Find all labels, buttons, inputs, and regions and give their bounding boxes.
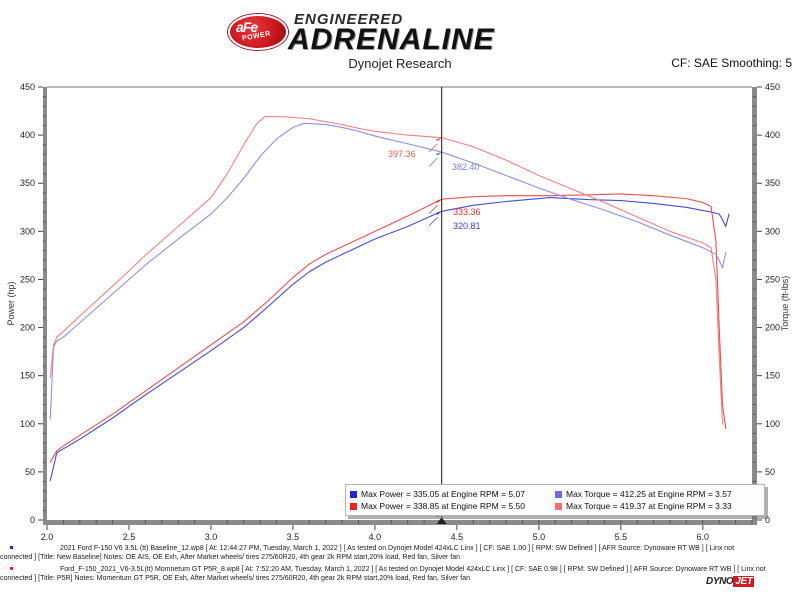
- afe-logo-text: aFe: [236, 19, 258, 35]
- legend-row: Max Power = 335.05 at Engine RPM = 5.07 …: [350, 488, 760, 500]
- svg-text:5.5: 5.5: [615, 532, 628, 540]
- run-info-line-2: connected ] [Title: P5R] Notes: Momentum…: [0, 575, 470, 582]
- chart-series: [49, 115, 730, 482]
- run-bullet-red-icon: [10, 567, 13, 570]
- svg-text:200: 200: [20, 323, 35, 333]
- svg-text:5.0: 5.0: [533, 532, 546, 540]
- svg-text:350: 350: [765, 178, 780, 188]
- svg-text:50: 50: [25, 467, 35, 477]
- svg-text:450: 450: [20, 82, 35, 92]
- chart-subtitle: Dynojet Research: [348, 56, 452, 71]
- svg-text:0: 0: [30, 515, 35, 525]
- chart-ticks: 0 0 50 50 100 100 150 150 200 200 250 250 300 300 350 3…: [20, 82, 780, 540]
- svg-text:6.0: 6.0: [697, 532, 710, 540]
- callout-power-red: 333.36: [453, 207, 481, 217]
- callout-torque-red: 397.36: [388, 149, 416, 159]
- dynojet-watermark-dyno: DYNO: [706, 576, 734, 587]
- chart-legend: Max Power = 335.05 at Engine RPM = 5.07 …: [345, 484, 765, 516]
- legend-row: Max Power = 338.85 at Engine RPM = 5.50 …: [350, 500, 760, 512]
- y2-axis-title: Torque (ft-lbs): [780, 276, 790, 332]
- series-torque-p5r-red-: [49, 115, 724, 425]
- svg-text:350: 350: [20, 178, 35, 188]
- svg-text:250: 250: [765, 274, 780, 284]
- svg-text:400: 400: [765, 130, 780, 140]
- svg-text:50: 50: [765, 467, 775, 477]
- legend-item-power-red: Max Power = 338.85 at Engine RPM = 5.50: [350, 501, 555, 511]
- svg-text:100: 100: [20, 419, 35, 429]
- adrenaline-wordmark: ADRENALINE: [288, 23, 495, 56]
- chart-frame: [43, 86, 757, 525]
- legend-swatch-blue-icon: [350, 490, 357, 498]
- svg-text:3.0: 3.0: [205, 532, 218, 540]
- run-info-entry-baseline: 2021 Ford F-150 V6 3.5L (tt) Baseline_12…: [0, 544, 800, 562]
- svg-text:450: 450: [765, 82, 780, 92]
- series-torque-baseline-blue-: [49, 122, 727, 420]
- legend-swatch-lightblue-icon: [555, 490, 562, 498]
- legend-label-max-power-blue: Max Power = 335.05 at Engine RPM = 5.07: [361, 489, 525, 499]
- svg-text:150: 150: [765, 371, 780, 381]
- svg-text:200: 200: [765, 323, 780, 333]
- svg-text:250: 250: [20, 274, 35, 284]
- run-info-line-2: connected ] [Title: New Baseline] Notes:…: [0, 554, 461, 561]
- afe-badge-icon: [228, 14, 288, 50]
- run-info-entry-p5r: Ford_F-150_2021_V6-3.5L(tt) Momnetum GT …: [0, 565, 800, 583]
- legend-label-max-torque-red: Max Torque = 419.37 at Engine RPM = 3.33: [566, 501, 732, 511]
- run-info-line-1: Ford_F-150_2021_V6-3.5L(tt) Momnetum GT …: [60, 566, 766, 573]
- cf-smoothing-label: CF: SAE Smoothing: 5: [671, 56, 792, 70]
- svg-text:4.5: 4.5: [451, 532, 464, 540]
- run-bullet-blue-icon: [10, 546, 13, 549]
- svg-text:300: 300: [765, 226, 780, 236]
- series-power-p5r-red-: [49, 193, 727, 463]
- legend-item-torque-blue: Max Torque = 412.25 at Engine RPM = 3.57: [555, 489, 760, 499]
- legend-item-power-blue: Max Power = 335.05 at Engine RPM = 5.07: [350, 489, 555, 499]
- run-info-line-1: 2021 Ford F-150 V6 3.5L (tt) Baseline_12…: [60, 545, 735, 552]
- svg-text:4.0: 4.0: [369, 532, 382, 540]
- afe-power-logo: aFe POWER: [228, 14, 290, 50]
- legend-item-torque-red: Max Torque = 419.37 at Engine RPM = 3.33: [555, 501, 760, 511]
- run-info-footer: 2021 Ford F-150 V6 3.5L (tt) Baseline_12…: [0, 544, 800, 600]
- dynojet-watermark: DYNO JET: [706, 576, 755, 587]
- svg-text:2.0: 2.0: [41, 532, 54, 540]
- dynojet-watermark-jet: JET: [733, 576, 755, 587]
- legend-swatch-lightred-icon: [555, 502, 562, 510]
- callout-torque-blue: 382.40: [452, 162, 480, 172]
- svg-text:150: 150: [20, 371, 35, 381]
- callout-arrows: [428, 137, 442, 226]
- svg-text:100: 100: [765, 419, 780, 429]
- legend-label-max-power-red: Max Power = 338.85 at Engine RPM = 5.50: [361, 501, 525, 511]
- svg-text:300: 300: [20, 226, 35, 236]
- legend-label-max-torque-blue: Max Torque = 412.25 at Engine RPM = 3.57: [566, 489, 732, 499]
- svg-text:3.5: 3.5: [287, 532, 300, 540]
- engineered-wordmark: ENGINEERED: [294, 11, 404, 28]
- page-header: aFe POWER ENGINEERED ADRENALINE Dynojet …: [0, 0, 800, 72]
- dyno-chart: 0 0 50 50 100 100 150 150 200 200 250 250 300 300 350 3…: [0, 78, 800, 587]
- y-axis-title: Power (hp): [6, 281, 16, 325]
- dyno-plot-svg: 0 0 50 50 100 100 150 150 200 200 250 250 300 300 350 3…: [6, 82, 790, 540]
- svg-text:2.5: 2.5: [123, 532, 136, 540]
- svg-text:0: 0: [765, 515, 770, 525]
- callout-power-blue: 320.81: [453, 221, 481, 231]
- svg-text:400: 400: [20, 130, 35, 140]
- legend-swatch-red-icon: [350, 502, 357, 510]
- series-power-baseline-blue-: [49, 197, 730, 482]
